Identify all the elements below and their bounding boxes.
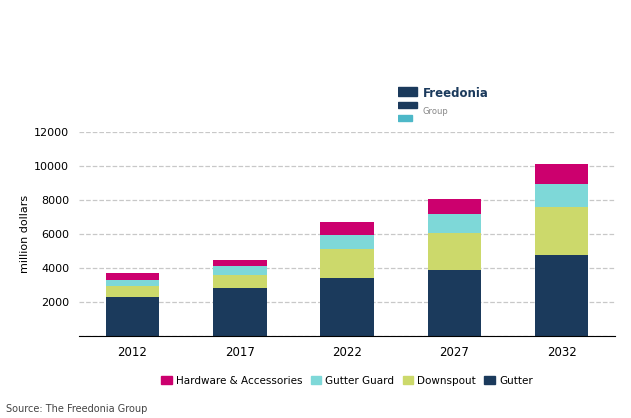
Text: Figure 3-4.
Gutter & Downspout Demand by Product,
2012, 2017, 2022, 2027, & 2032: Figure 3-4. Gutter & Downspout Demand by… xyxy=(9,8,285,77)
Bar xyxy=(535,255,589,336)
Bar xyxy=(428,199,481,214)
Bar xyxy=(213,275,267,288)
Bar xyxy=(213,266,267,275)
Bar xyxy=(106,286,159,297)
Y-axis label: million dollars: million dollars xyxy=(20,195,30,273)
Bar xyxy=(213,260,267,266)
Bar xyxy=(535,184,589,207)
Bar xyxy=(428,270,481,336)
FancyBboxPatch shape xyxy=(398,87,418,96)
Bar xyxy=(428,214,481,233)
FancyBboxPatch shape xyxy=(398,102,418,108)
Bar xyxy=(321,222,374,235)
Bar xyxy=(535,207,589,255)
Bar xyxy=(106,273,159,280)
Bar xyxy=(321,278,374,336)
Bar xyxy=(321,250,374,278)
Legend: Hardware & Accessories, Gutter Guard, Downspout, Gutter: Hardware & Accessories, Gutter Guard, Do… xyxy=(157,372,537,390)
Bar xyxy=(106,280,159,286)
Text: Group: Group xyxy=(423,107,449,116)
Bar xyxy=(321,235,374,250)
Text: Source: The Freedonia Group: Source: The Freedonia Group xyxy=(6,404,148,414)
FancyBboxPatch shape xyxy=(398,115,412,121)
Bar xyxy=(106,297,159,336)
Bar xyxy=(535,164,589,184)
Text: Freedonia: Freedonia xyxy=(423,87,489,100)
Bar xyxy=(213,288,267,336)
Bar xyxy=(428,233,481,270)
